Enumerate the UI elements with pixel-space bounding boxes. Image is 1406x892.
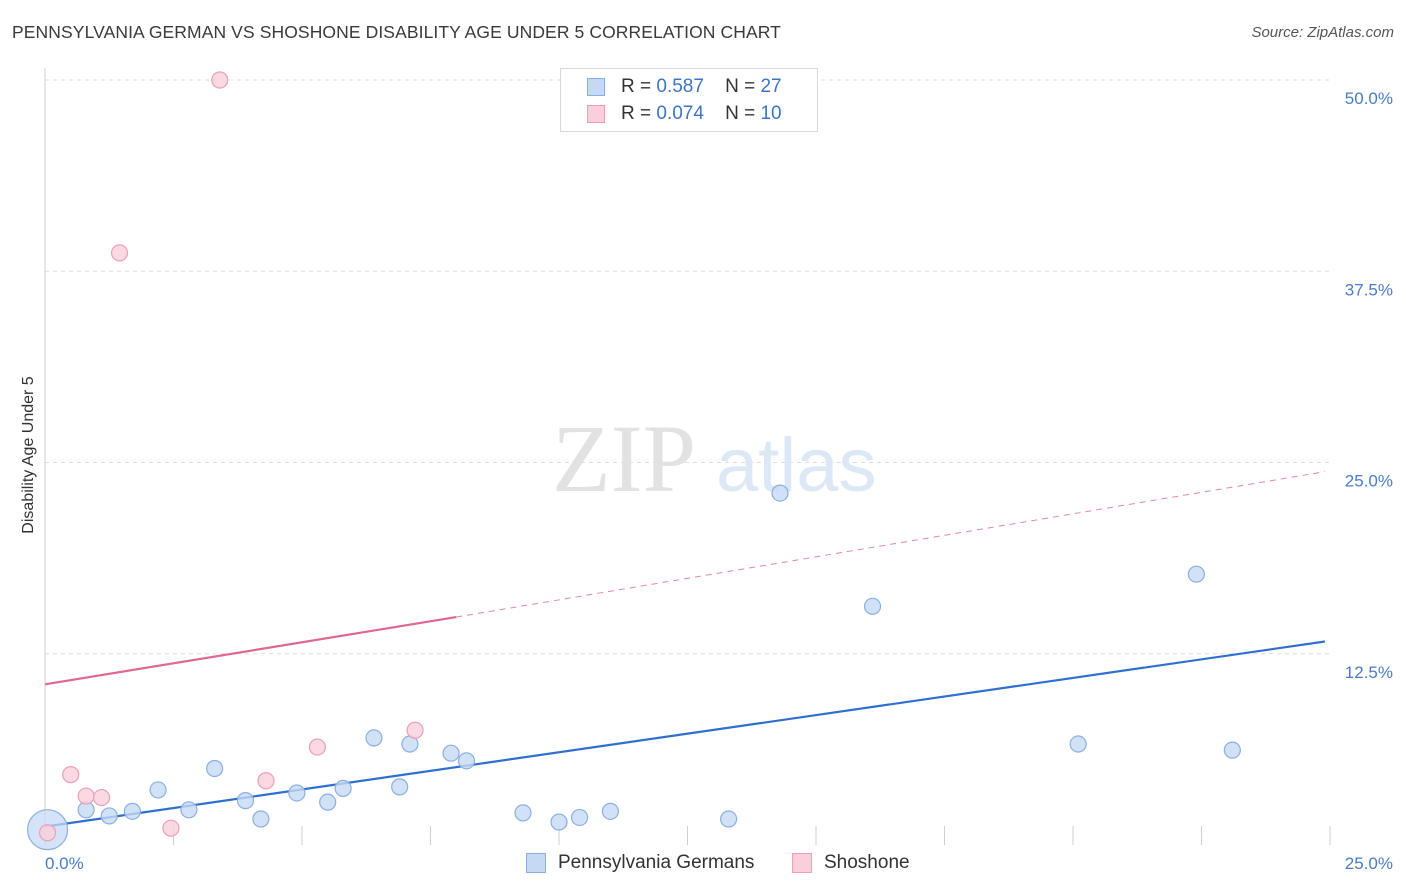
point-pennsylvania-germans — [457, 752, 476, 770]
point-pennsylvania-germans — [365, 729, 383, 747]
point-shoshone — [308, 738, 327, 756]
point-shoshone — [211, 71, 229, 89]
legend-swatch-blue — [587, 78, 605, 96]
watermark-atlas: atlas — [716, 423, 877, 508]
x-tick-label: 25.0% — [1345, 854, 1393, 873]
series-legend-label: Shoshone — [824, 852, 910, 873]
legend-n-label: N = — [725, 103, 756, 124]
point-pennsylvania-germans — [206, 759, 224, 778]
point-shoshone — [92, 788, 111, 807]
y-axis-label: Disability Age Under 5 — [20, 376, 37, 534]
point-pennsylvania-germans — [1069, 735, 1087, 753]
point-pennsylvania-germans — [1187, 565, 1205, 583]
point-pennsylvania-germans — [601, 802, 620, 820]
series-legend-label: Pennsylvania Germans — [558, 852, 755, 873]
trend-line-pennsylvania-germans — [44, 640, 1326, 828]
series-swatch-pink — [792, 853, 812, 873]
legend-n-label: N = — [725, 76, 756, 97]
series-swatch-blue — [526, 853, 546, 873]
point-pennsylvania-germans — [180, 801, 198, 819]
point-pennsylvania-germans — [771, 484, 789, 502]
y-tick-label: 50.0% — [1345, 89, 1393, 108]
point-pennsylvania-germans — [442, 744, 460, 762]
tick-labels: 12.5% 25.0% 37.5% 50.0% 0.0% 25.0% — [45, 89, 1393, 873]
trend-line-shoshone — [44, 615, 457, 686]
y-tick-label: 37.5% — [1345, 280, 1393, 299]
legend-r-value: 0.074 — [656, 103, 704, 124]
gridlines — [45, 79, 1330, 655]
legend-r-label: R = — [621, 103, 652, 124]
y-tick-label: 12.5% — [1345, 663, 1393, 682]
point-shoshone — [62, 766, 80, 784]
point-shoshone — [162, 819, 180, 837]
correlation-legend: R = 0.587 N = 27 R = 0.074 N = 10 — [560, 68, 818, 132]
legend-n-value: 27 — [760, 76, 782, 97]
point-pennsylvania-germans — [100, 807, 118, 825]
data-points — [26, 71, 1241, 851]
legend-n-value: 10 — [760, 103, 782, 124]
legend-r-value: 0.587 — [656, 76, 704, 97]
trend-lines — [44, 471, 1326, 828]
legend-r-label: R = — [621, 76, 652, 97]
point-pennsylvania-germans — [863, 597, 882, 615]
watermark-zip: ZIP — [552, 405, 696, 512]
x-tick-label: 0.0% — [45, 854, 84, 873]
point-pennsylvania-germans — [252, 810, 270, 828]
point-pennsylvania-germans — [149, 781, 167, 799]
point-pennsylvania-germans — [514, 804, 532, 822]
chart-title: PENNSYLVANIA GERMAN VS SHOSHONE DISABILI… — [12, 22, 781, 42]
point-pennsylvania-germans — [236, 792, 255, 810]
legend-swatch-pink — [587, 105, 605, 123]
point-pennsylvania-germans — [288, 784, 306, 802]
point-shoshone — [77, 787, 95, 805]
y-tick-label: 25.0% — [1345, 472, 1393, 491]
trend-line-shoshone-extension — [456, 471, 1325, 618]
point-pennsylvania-germans — [319, 793, 337, 811]
point-pennsylvania-germans — [334, 779, 352, 797]
point-shoshone — [257, 772, 275, 790]
axes — [44, 68, 1331, 845]
point-pennsylvania-germans — [1223, 741, 1241, 759]
point-shoshone — [38, 824, 57, 842]
point-pennsylvania-germans — [570, 808, 589, 827]
point-pennsylvania-germans — [391, 778, 409, 796]
point-pennsylvania-germans — [550, 813, 568, 831]
point-pennsylvania-germans — [720, 810, 738, 828]
point-shoshone — [406, 721, 424, 739]
point-shoshone — [110, 244, 129, 262]
source-credit: Source: ZipAtlas.com — [1251, 24, 1394, 41]
point-pennsylvania-germans — [123, 802, 141, 820]
watermark: ZIP atlas — [552, 405, 877, 512]
